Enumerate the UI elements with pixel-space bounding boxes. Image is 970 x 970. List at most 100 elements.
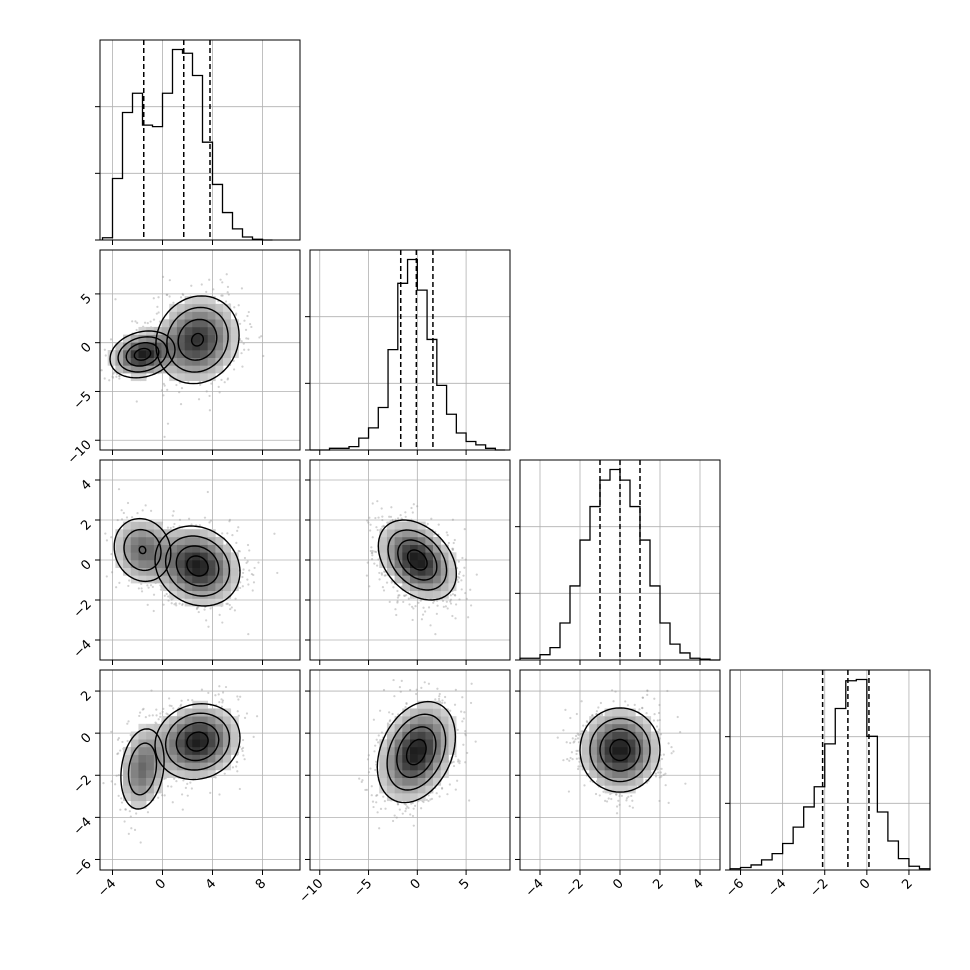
- scatter-point: [241, 575, 244, 579]
- scatter-point: [243, 556, 247, 560]
- density-cell: [596, 762, 605, 771]
- density-cell: [176, 552, 185, 561]
- scatter-point: [615, 793, 618, 796]
- scatter-point: [209, 791, 212, 794]
- density-cell: [146, 357, 155, 366]
- density-cell: [410, 708, 418, 717]
- y-tick-label: −6: [71, 857, 95, 881]
- scatter-point: [393, 814, 396, 817]
- scatter-point: [383, 800, 386, 803]
- scatter-point: [220, 698, 223, 701]
- density-cell: [440, 590, 449, 599]
- scatter-point: [157, 311, 160, 314]
- scatter-point: [441, 599, 445, 602]
- scatter-point: [115, 774, 118, 777]
- density-cell: [184, 708, 193, 717]
- scatter-point: [451, 547, 454, 550]
- density-cell: [207, 357, 216, 366]
- scatter-point: [127, 832, 130, 835]
- density-cell: [184, 296, 193, 305]
- scatter-point: [127, 584, 130, 588]
- scatter-point: [645, 712, 648, 715]
- density-cell: [596, 746, 605, 755]
- scatter-point: [624, 700, 627, 703]
- scatter-point: [620, 794, 624, 797]
- scatter-point: [451, 548, 454, 552]
- scatter-point: [571, 737, 574, 740]
- scatter-point: [462, 717, 465, 720]
- scatter-point: [600, 712, 604, 716]
- scatter-point: [389, 515, 393, 518]
- density-cell: [215, 334, 224, 343]
- density-cell: [123, 529, 132, 538]
- scatter-point: [371, 551, 374, 554]
- scatter-point: [405, 702, 408, 705]
- density-cell: [123, 754, 132, 763]
- scatter-point: [374, 768, 377, 772]
- density-cell: [138, 536, 147, 545]
- density-cell: [433, 544, 442, 553]
- scatter-point: [577, 733, 580, 736]
- density-cell: [379, 754, 388, 763]
- density-cell: [650, 746, 659, 755]
- scatter-point: [171, 801, 174, 804]
- density-cell: [215, 708, 224, 717]
- scatter-point: [464, 732, 467, 736]
- density-cell: [207, 560, 216, 568]
- x-tick-label: −2: [807, 876, 831, 900]
- scatter-point: [404, 810, 407, 813]
- scatter-point: [568, 759, 571, 762]
- density-cell: [130, 785, 139, 794]
- scatter-point: [396, 601, 399, 604]
- scatter-point: [406, 805, 409, 808]
- scatter-point: [398, 808, 401, 811]
- scatter-point: [221, 691, 225, 694]
- scatter-point: [631, 799, 634, 802]
- density-cell: [402, 708, 411, 717]
- density-cell: [184, 529, 193, 538]
- density-cell: [425, 723, 434, 732]
- scatter-point: [152, 609, 155, 613]
- scatter-point: [567, 790, 571, 793]
- contour-line: [164, 535, 231, 597]
- density-cell: [184, 350, 193, 358]
- scatter-point: [458, 572, 461, 575]
- density-cell: [130, 342, 139, 351]
- density-cell: [386, 754, 395, 763]
- density-cell: [146, 785, 155, 794]
- scatter-point: [667, 801, 670, 805]
- scatter-point: [180, 387, 184, 390]
- density-cell: [200, 700, 208, 709]
- density-cell: [448, 739, 457, 748]
- scatter-point: [125, 516, 129, 519]
- scatter-point: [175, 383, 178, 387]
- density-cell: [433, 723, 442, 732]
- scatter-point: [412, 503, 415, 506]
- density-cell: [448, 723, 457, 732]
- scatter-point: [166, 785, 170, 788]
- density-cell: [192, 762, 201, 771]
- density-cell: [184, 739, 193, 748]
- scatter-point: [378, 578, 381, 581]
- density-cell: [207, 567, 216, 576]
- scatter-point: [381, 518, 384, 522]
- scatter-point: [371, 549, 374, 553]
- density-cell: [425, 770, 434, 778]
- scatter-point: [667, 742, 670, 745]
- scatter-point: [576, 749, 579, 752]
- scatter-point: [104, 354, 107, 357]
- scatter-point: [161, 794, 164, 797]
- scatter-point: [142, 707, 145, 710]
- density-cell: [184, 357, 193, 366]
- scatter-point: [376, 528, 379, 532]
- density-cell: [161, 723, 170, 732]
- scatter-point: [118, 377, 121, 380]
- scatter-point: [130, 827, 133, 830]
- density-cell: [192, 739, 201, 748]
- density-cell: [410, 529, 418, 538]
- density-cell: [176, 590, 185, 599]
- scatter-point: [245, 337, 248, 340]
- density-cell: [410, 754, 418, 763]
- density-cell: [115, 544, 124, 553]
- contour-line: [117, 336, 168, 373]
